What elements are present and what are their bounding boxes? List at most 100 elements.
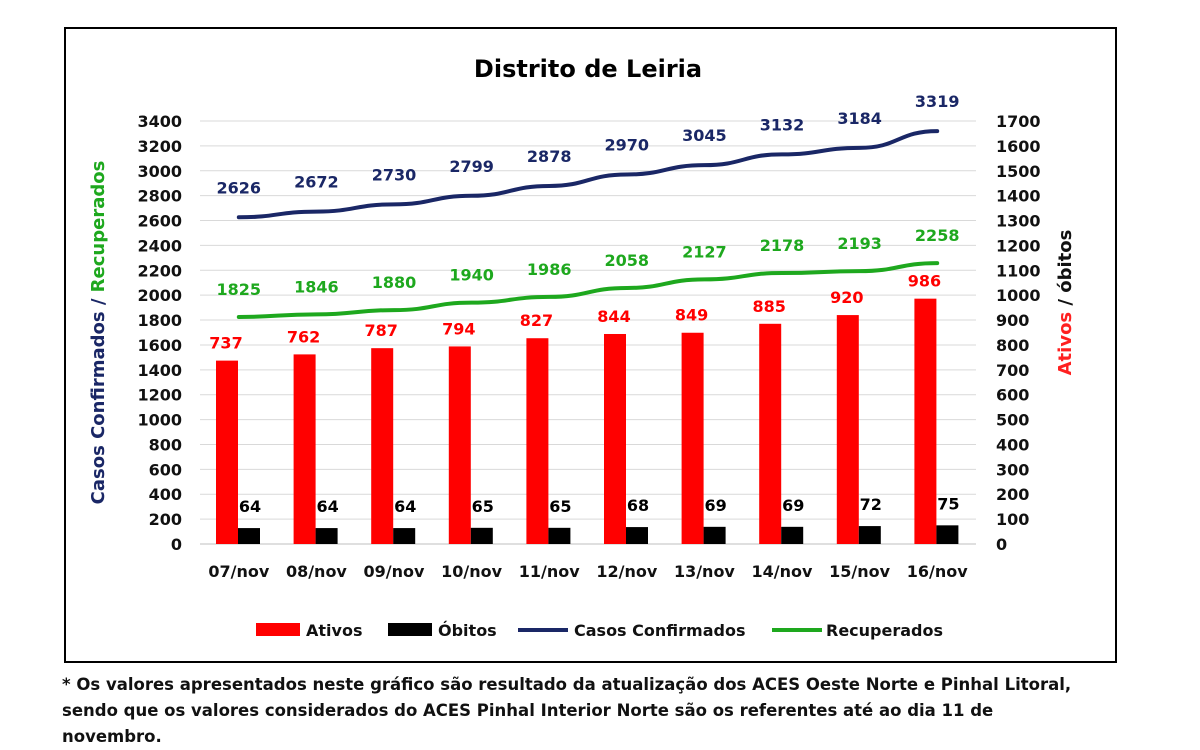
data-label-obitos: 68 [627,496,649,515]
data-label-recuperados: 2258 [915,226,960,245]
right-axis-tick-label: 400 [996,435,1029,454]
bar-obitos [548,528,570,544]
right-axis-tick-label: 600 [996,386,1029,405]
data-label-obitos: 72 [860,495,882,514]
data-label-casos-confirmados: 3319 [915,92,960,111]
left-axis-tick-label: 2400 [137,236,182,255]
chart-svg: Distrito de Leiria0200400600800100012001… [66,29,1115,661]
data-label-ativos: 844 [597,307,630,326]
x-axis-tick-label: 13/nov [674,562,735,581]
bar-obitos [393,528,415,544]
data-label-ativos: 737 [209,334,242,353]
data-label-recuperados: 2193 [837,234,882,253]
bar-obitos [704,527,726,544]
right-axis-tick-label: 500 [996,411,1029,430]
left-axis-tick-label: 2200 [137,261,182,280]
left-axis-title-part: Recuperados [88,161,109,293]
legend-label-obitos: Óbitos [438,621,497,640]
casos-confirmados-line [239,131,937,217]
right-axis-tick-label: 1000 [996,286,1041,305]
data-label-recuperados: 2058 [605,251,650,270]
bar-ativos [914,299,936,544]
data-label-ativos: 849 [675,306,708,325]
left-axis-title-part: Casos Confirmados [88,311,109,504]
right-axis-tick-label: 100 [996,510,1029,529]
left-axis-tick-label: 3200 [137,137,182,156]
bar-obitos [626,527,648,544]
left-axis-tick-label: 1800 [137,311,182,330]
data-label-recuperados: 1880 [372,273,417,292]
chart-title: Distrito de Leiria [474,55,702,83]
bar-ativos [837,315,859,544]
bar-obitos [781,527,803,544]
right-axis-tick-label: 0 [996,535,1007,554]
x-axis-tick-label: 10/nov [441,562,502,581]
footnote: * Os valores apresentados neste gráfico … [62,672,1172,750]
data-label-casos-confirmados: 3132 [760,115,805,134]
bar-obitos [936,525,958,544]
x-axis-tick-label: 14/nov [752,562,813,581]
left-axis-title-part: / [88,292,109,311]
data-label-casos-confirmados: 2730 [372,165,417,184]
right-axis-tick-label: 1200 [996,236,1041,255]
data-label-ativos: 794 [442,319,475,338]
footnote-line-2: sendo que os valores considerados do ACE… [62,698,1172,724]
data-label-casos-confirmados: 2970 [605,135,650,154]
right-axis-tick-label: 1400 [996,187,1041,206]
data-label-casos-confirmados: 3184 [837,109,882,128]
right-axis-tick-label: 800 [996,336,1029,355]
x-axis-tick-label: 16/nov [907,562,968,581]
left-axis-tick-label: 3000 [137,162,182,181]
left-axis-tick-label: 1200 [137,386,182,405]
right-axis-title-part: óbitos [1055,230,1076,293]
data-label-ativos: 827 [520,311,553,330]
right-axis-title: Ativos / óbitos [1055,230,1076,376]
data-label-recuperados: 1986 [527,260,572,279]
bar-obitos [859,526,881,544]
bar-ativos [216,361,238,544]
legend-label-recuperados: Recuperados [826,621,943,640]
x-axis-tick-label: 11/nov [519,562,580,581]
data-label-casos-confirmados: 2799 [449,157,494,176]
right-axis-title-part: / [1055,293,1076,312]
x-axis-tick-label: 07/nov [208,562,269,581]
bar-obitos [316,528,338,544]
bar-ativos [449,346,471,544]
bar-ativos [682,333,704,544]
left-axis-tick-label: 1400 [137,361,182,380]
data-label-obitos: 65 [472,497,494,516]
left-axis-tick-label: 1600 [137,336,182,355]
bar-ativos [294,354,316,544]
x-axis-tick-label: 09/nov [364,562,425,581]
data-label-casos-confirmados: 3045 [682,126,727,145]
data-label-obitos: 65 [549,497,571,516]
left-axis-tick-label: 600 [149,460,182,479]
bar-ativos [759,324,781,544]
x-axis-tick-label: 08/nov [286,562,347,581]
data-label-ativos: 986 [908,272,941,291]
data-label-recuperados: 2127 [682,242,727,261]
data-label-obitos: 64 [316,497,338,516]
left-axis-tick-label: 1000 [137,411,182,430]
data-label-obitos: 64 [239,497,261,516]
left-axis-tick-label: 0 [171,535,182,554]
bar-ativos [604,334,626,544]
left-axis-tick-label: 200 [149,510,182,529]
bar-obitos [238,528,260,544]
right-axis-tick-label: 1500 [996,162,1041,181]
left-axis-tick-label: 3400 [137,112,182,131]
data-label-recuperados: 1846 [294,277,339,296]
left-axis-tick-label: 2000 [137,286,182,305]
data-label-ativos: 787 [364,321,397,340]
data-label-obitos: 69 [782,496,804,515]
legend-label-ativos: Ativos [306,621,362,640]
data-label-ativos: 920 [830,288,863,307]
right-axis-tick-label: 200 [996,485,1029,504]
left-axis-tick-label: 400 [149,485,182,504]
x-axis-tick-label: 15/nov [829,562,890,581]
right-axis-tick-label: 1300 [996,212,1041,231]
data-label-ativos: 885 [752,297,785,316]
bar-ativos [526,338,548,544]
left-axis-tick-label: 800 [149,435,182,454]
right-axis-tick-label: 900 [996,311,1029,330]
